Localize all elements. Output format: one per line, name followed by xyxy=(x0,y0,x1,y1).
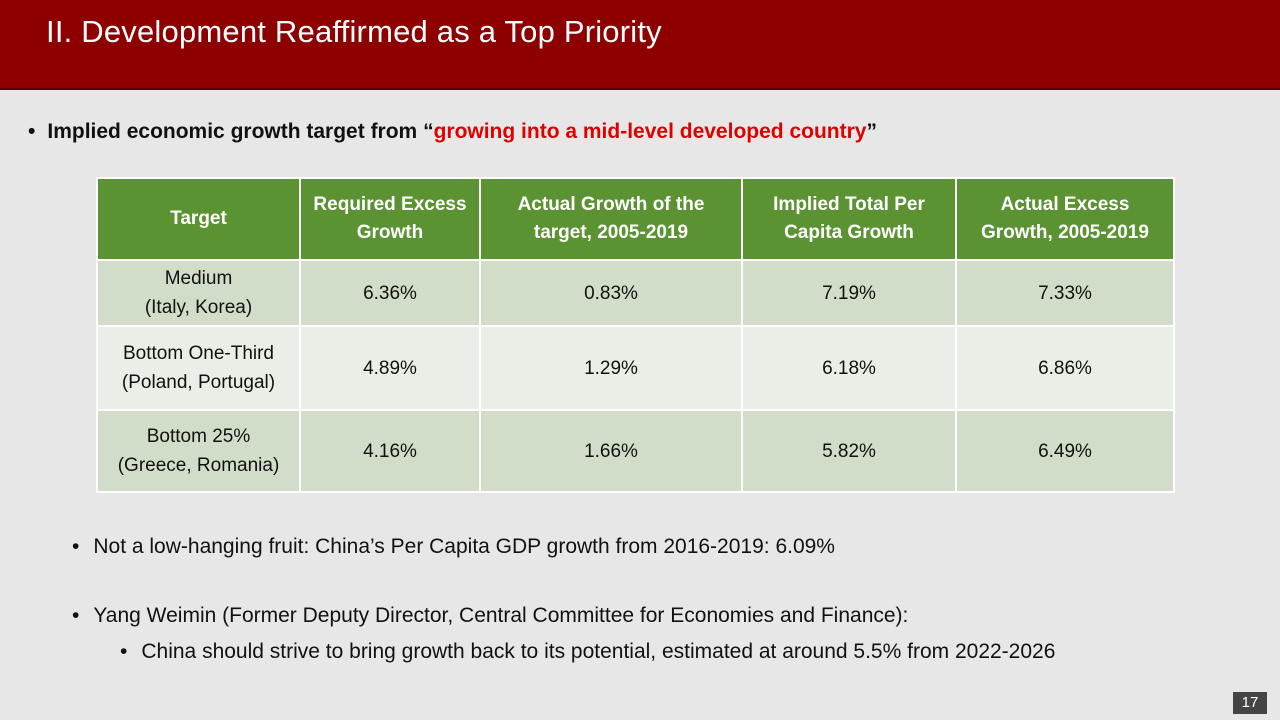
actual-growth-cell: 1.29% xyxy=(479,325,743,411)
main-bullet: • Implied economic growth target from “gr… xyxy=(28,120,877,144)
sub-bullet: • Not a low-hanging fruit: China’s Per Ca… xyxy=(72,535,835,559)
implied-total-cell: 5.82% xyxy=(741,409,957,493)
sub-bullet-text: Not a low-hanging fruit: China’s Per Cap… xyxy=(93,535,835,558)
main-bullet-highlight: growing into a mid-level developed count… xyxy=(433,120,867,143)
main-bullet-prefix: Implied economic growth target from “ xyxy=(47,120,434,143)
actual-growth-cell: 0.83% xyxy=(479,259,743,327)
required-excess-cell: 4.89% xyxy=(299,325,481,411)
header-required-excess: Required Excess Growth xyxy=(299,177,481,261)
actual-excess-cell: 6.49% xyxy=(955,409,1175,493)
table-header-row: Target Required Excess Growth Actual Gro… xyxy=(96,177,1175,261)
sub-bullet: • Yang Weimin (Former Deputy Director, Ce… xyxy=(72,604,908,628)
page-number: 17 xyxy=(1233,692,1267,714)
header-implied-total: Implied Total Per Capita Growth xyxy=(741,177,957,261)
bullet-icon: • xyxy=(72,535,80,558)
table-row: Bottom One-Third (Poland, Portugal) 4.89… xyxy=(96,325,1175,411)
target-name: Bottom One-Third xyxy=(123,343,274,364)
table-row: Medium (Italy, Korea) 6.36% 0.83% 7.19% … xyxy=(96,259,1175,327)
title-bar: II. Development Reaffirmed as a Top Prio… xyxy=(0,0,1280,90)
implied-total-cell: 7.19% xyxy=(741,259,957,327)
sub-bullet-text: Yang Weimin (Former Deputy Director, Cen… xyxy=(93,604,909,627)
target-countries: (Italy, Korea) xyxy=(144,297,253,318)
actual-excess-cell: 7.33% xyxy=(955,259,1175,327)
table-row: Bottom 25% (Greece, Romania) 4.16% 1.66%… xyxy=(96,409,1175,493)
header-actual-excess: Actual Excess Growth, 2005-2019 xyxy=(955,177,1175,261)
actual-excess-cell: 6.86% xyxy=(955,325,1175,411)
target-cell: Bottom 25% (Greece, Romania) xyxy=(96,409,301,493)
required-excess-cell: 6.36% xyxy=(299,259,481,327)
target-name: Medium xyxy=(164,268,233,289)
target-cell: Bottom One-Third (Poland, Portugal) xyxy=(96,325,301,411)
header-actual-growth: Actual Growth of the target, 2005-2019 xyxy=(479,177,743,261)
growth-target-table: Target Required Excess Growth Actual Gro… xyxy=(96,177,1175,493)
implied-total-cell: 6.18% xyxy=(741,325,957,411)
header-target: Target xyxy=(96,177,301,261)
nested-bullet: • China should strive to bring growth bac… xyxy=(120,640,1055,664)
slide-title: II. Development Reaffirmed as a Top Prio… xyxy=(46,14,662,49)
bullet-icon: • xyxy=(120,640,128,663)
required-excess-cell: 4.16% xyxy=(299,409,481,493)
bullet-icon: • xyxy=(72,604,80,627)
target-countries: (Greece, Romania) xyxy=(117,455,280,476)
target-cell: Medium (Italy, Korea) xyxy=(96,259,301,327)
main-bullet-suffix: ” xyxy=(866,120,877,143)
bullet-icon: • xyxy=(28,120,36,143)
target-countries: (Poland, Portugal) xyxy=(121,372,276,393)
nested-bullet-text: China should strive to bring growth back… xyxy=(141,640,1056,663)
actual-growth-cell: 1.66% xyxy=(479,409,743,493)
target-name: Bottom 25% xyxy=(146,426,251,447)
